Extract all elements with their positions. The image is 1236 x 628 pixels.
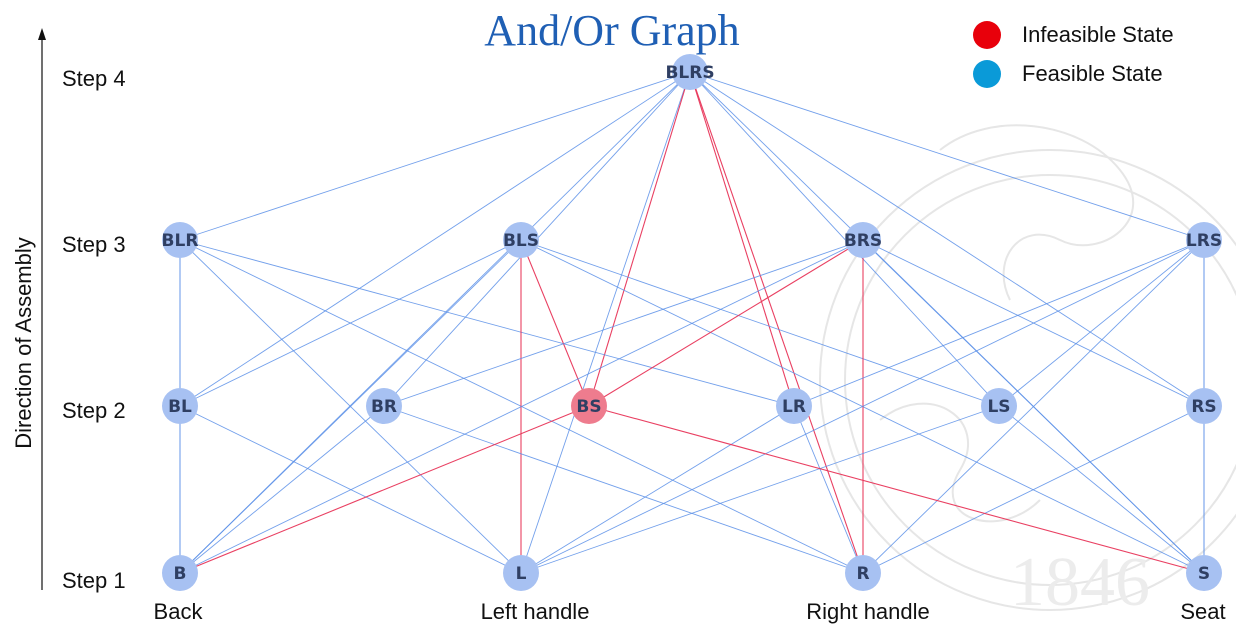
node-LS: LS: [981, 388, 1017, 424]
part-label-back: Back: [154, 599, 204, 624]
node-RS: RS: [1186, 388, 1222, 424]
node-BLRS: BLRS: [665, 54, 715, 90]
node-label-BL: BL: [168, 397, 192, 417]
step-3-label: Step 3: [62, 232, 126, 257]
edge-LRS-LS: [998, 239, 1205, 407]
node-circle-LR: [776, 388, 812, 424]
edge-BRS-B: [179, 239, 864, 574]
node-circle-RS: [1186, 388, 1222, 424]
edge-BS-B: [179, 405, 590, 574]
node-LRS: LRS: [1186, 222, 1222, 258]
node-BRS: BRS: [844, 222, 882, 258]
edge-BLS-BL: [179, 239, 522, 407]
edge-BLS-BS: [520, 239, 590, 407]
node-B: B: [162, 555, 198, 591]
edge-BLRS-LS: [689, 71, 1000, 407]
node-label-LR: LR: [782, 397, 806, 417]
node-label-BLRS: BLRS: [665, 63, 714, 83]
edge-BR-B: [179, 405, 385, 574]
legend-infeasible-swatch: [973, 21, 1001, 49]
node-S: S: [1186, 555, 1222, 591]
edge-LRS-R: [862, 239, 1205, 574]
legend: Infeasible State Feasible State: [973, 21, 1174, 88]
node-BLR: BLR: [162, 222, 199, 258]
node-label-L: L: [516, 564, 527, 584]
node-L: L: [503, 555, 539, 591]
watermark-year: 1846: [1010, 544, 1150, 621]
edge-BLRS-BS: [588, 71, 691, 407]
edge-BR-R: [383, 405, 864, 574]
node-BL: BL: [162, 388, 198, 424]
edge-RS-R: [862, 405, 1205, 574]
edge-BLRS-LR: [689, 71, 795, 407]
graph-edges: [179, 71, 1205, 574]
node-circle-LRS: [1186, 222, 1222, 258]
part-label-left-handle: Left handle: [481, 599, 590, 624]
axis-arrowhead: [38, 28, 46, 40]
node-label-B: B: [174, 564, 187, 584]
node-circle-BR: [366, 388, 402, 424]
edge-BLS-LS: [520, 239, 1000, 407]
node-BS: BS: [571, 388, 607, 424]
node-circle-BRS: [845, 222, 881, 258]
edge-BLR-LR: [179, 239, 795, 407]
node-label-LRS: LRS: [1186, 231, 1222, 251]
node-circle-BLRS: [672, 54, 708, 90]
node-circle-L: [503, 555, 539, 591]
part-label-right-handle: Right handle: [806, 599, 930, 624]
node-label-BR: BR: [371, 397, 397, 417]
edge-BLRS-BL: [179, 71, 691, 407]
node-label-BS: BS: [576, 397, 601, 417]
node-R: R: [845, 555, 881, 591]
legend-feasible-swatch: [973, 60, 1001, 88]
node-label-RS: RS: [1191, 397, 1216, 417]
node-circle-R: [845, 555, 881, 591]
step-2-label: Step 2: [62, 398, 126, 423]
axis-label: Direction of Assembly: [11, 237, 36, 449]
legend-feasible-label: Feasible State: [1022, 61, 1163, 86]
node-label-S: S: [1198, 564, 1210, 584]
part-label-seat: Seat: [1180, 599, 1225, 624]
node-label-LS: LS: [987, 397, 1010, 417]
node-circle-BLR: [162, 222, 198, 258]
step-4-label: Step 4: [62, 66, 126, 91]
node-circle-BLS: [503, 222, 539, 258]
watermark-seal: 1846: [819, 124, 1236, 621]
node-circle-S: [1186, 555, 1222, 591]
diagram-title: And/Or Graph: [484, 6, 739, 55]
edge-LS-S: [998, 405, 1205, 574]
node-label-BLS: BLS: [503, 231, 539, 251]
legend-infeasible-label: Infeasible State: [1022, 22, 1174, 47]
node-circle-BS: [571, 388, 607, 424]
node-circle-B: [162, 555, 198, 591]
edge-BLRS-R: [689, 71, 864, 574]
edge-LS-L: [520, 405, 1000, 574]
edge-LR-L: [520, 405, 795, 574]
node-circle-BL: [162, 388, 198, 424]
edge-BL-L: [179, 405, 522, 574]
edge-BLRS-L: [520, 71, 691, 574]
edge-BLRS-LRS: [689, 71, 1205, 241]
node-label-BLR: BLR: [162, 231, 199, 251]
edge-BRS-BS: [588, 239, 864, 407]
node-BR: BR: [366, 388, 402, 424]
node-BLS: BLS: [503, 222, 539, 258]
assembly-direction-axis: Direction of Assembly: [11, 28, 46, 590]
node-label-R: R: [856, 564, 869, 584]
node-label-BRS: BRS: [844, 231, 882, 251]
edge-BLRS-RS: [689, 71, 1205, 407]
node-circle-LS: [981, 388, 1017, 424]
edge-BLS-B: [179, 239, 522, 574]
edge-BLRS-BLR: [179, 71, 691, 241]
edge-LRS-LR: [793, 239, 1205, 407]
node-LR: LR: [776, 388, 812, 424]
step-1-label: Step 1: [62, 568, 126, 593]
edge-LRS-L: [520, 239, 1205, 574]
edge-BS-S: [588, 405, 1205, 574]
edge-BRS-BR: [383, 239, 864, 407]
edge-LR-R: [793, 405, 864, 574]
